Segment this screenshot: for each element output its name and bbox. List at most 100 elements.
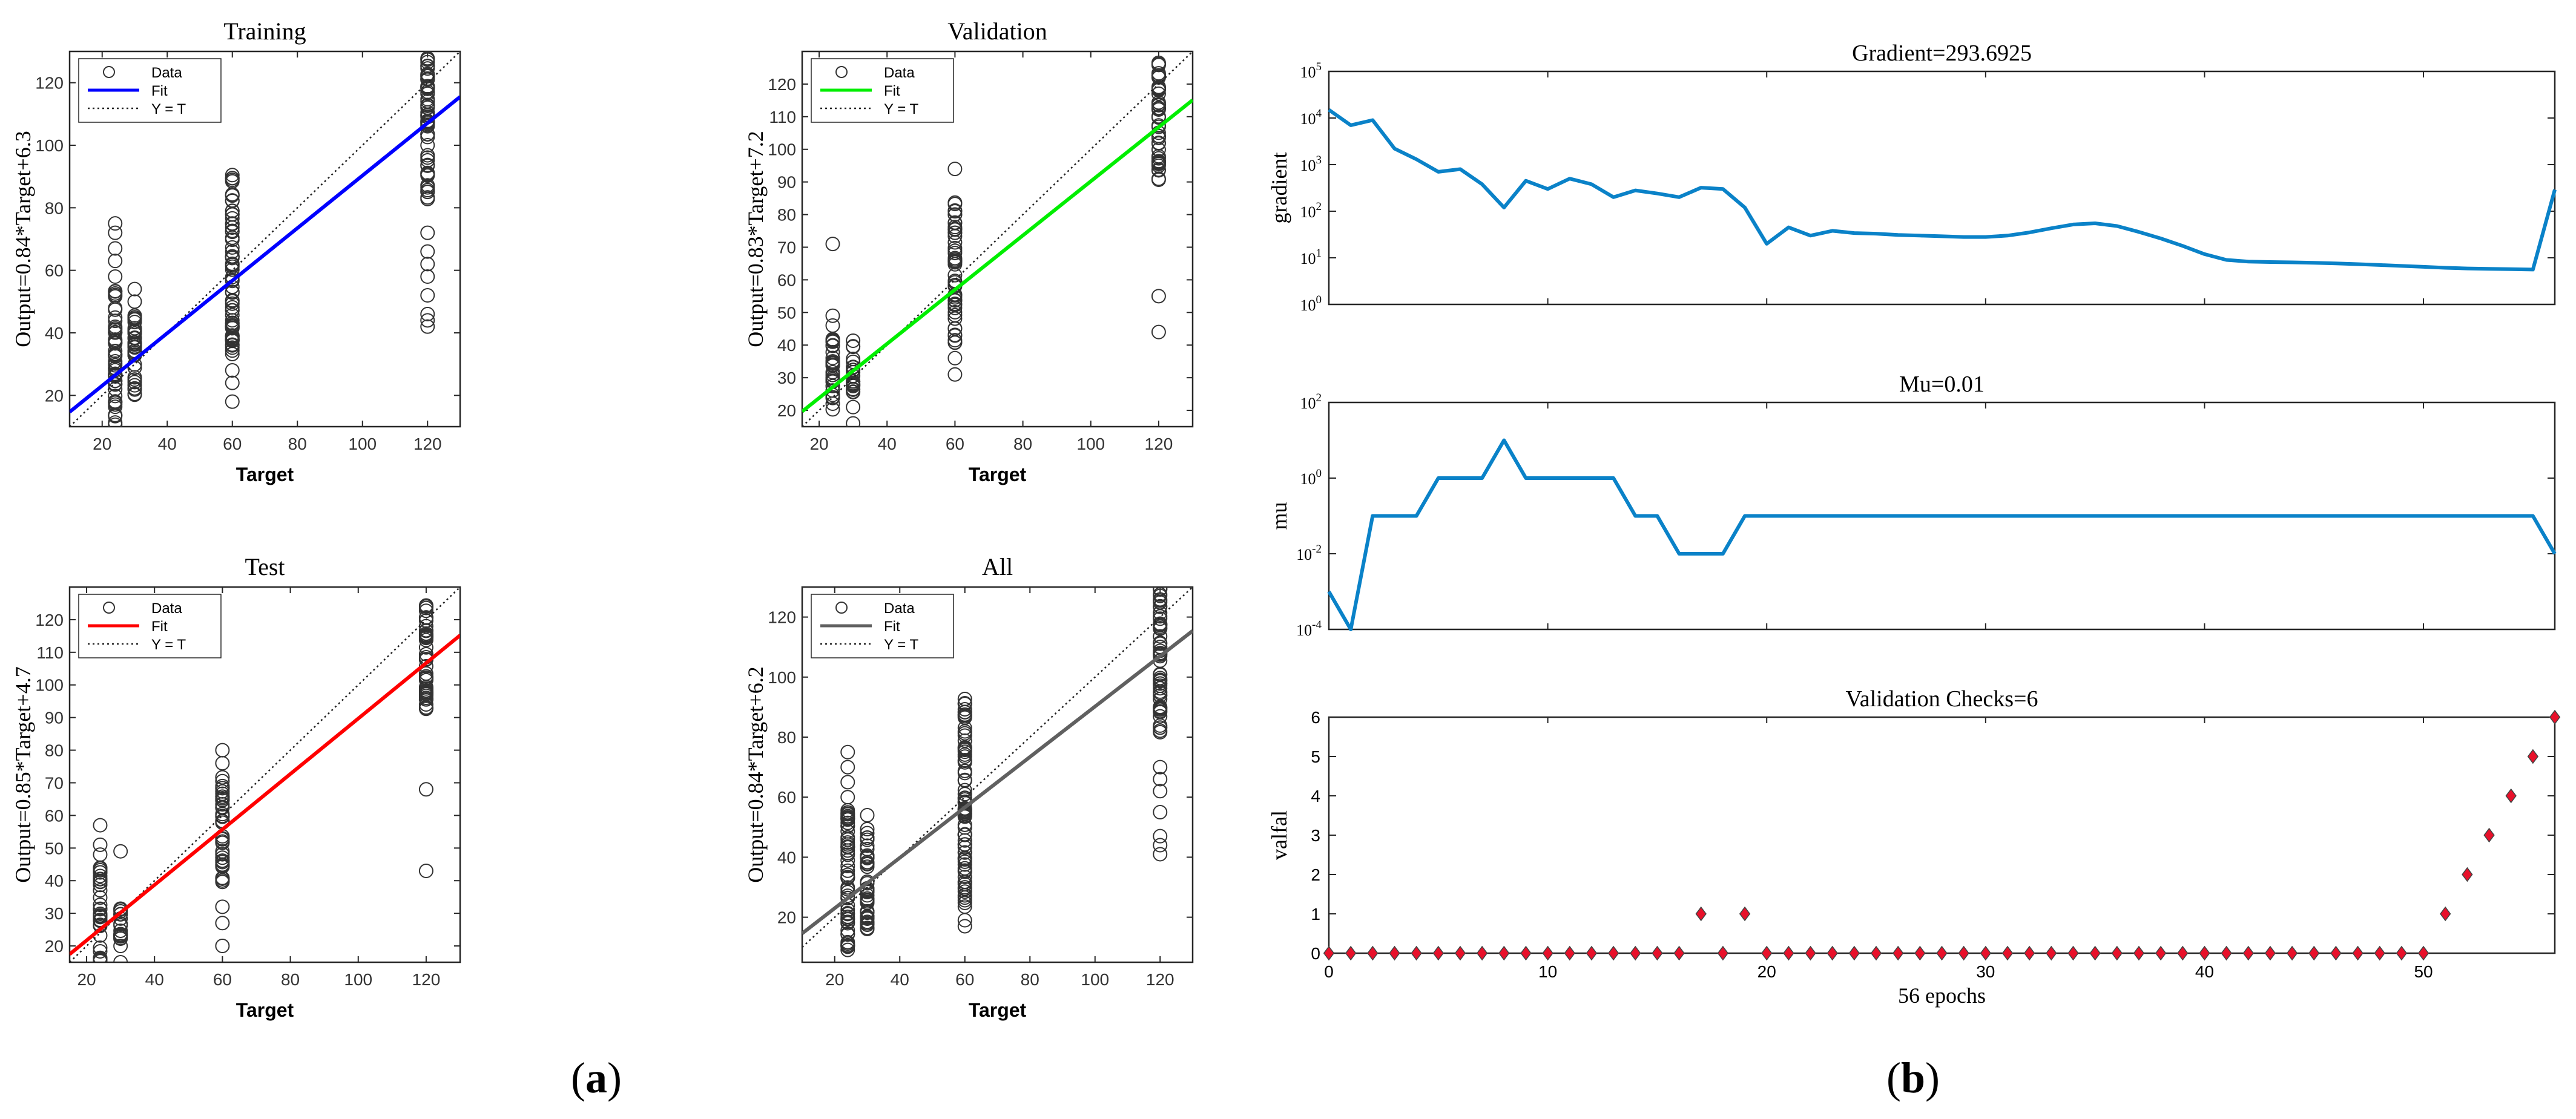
data-point bbox=[825, 357, 840, 372]
data-point bbox=[113, 939, 128, 954]
data-point bbox=[215, 770, 230, 785]
data-point bbox=[215, 847, 230, 862]
data-point bbox=[225, 217, 240, 232]
data-point bbox=[947, 297, 963, 312]
legend-yt-label: Y = T bbox=[884, 637, 918, 653]
y-tick-label: 1 bbox=[1311, 905, 1320, 924]
data-point bbox=[957, 845, 972, 860]
legend-yt-label: Y = T bbox=[151, 101, 186, 117]
data-point bbox=[93, 883, 108, 898]
data-point bbox=[947, 207, 963, 222]
data-point bbox=[1153, 838, 1168, 853]
x-tick-label: 40 bbox=[158, 435, 177, 453]
data-point bbox=[225, 375, 240, 390]
validation-check-marker bbox=[1607, 945, 1619, 961]
x-tick-label: 10 bbox=[1538, 962, 1557, 981]
data-point bbox=[846, 416, 861, 427]
data-point bbox=[947, 162, 963, 177]
data-point bbox=[840, 942, 855, 957]
legend-fit-label: Fit bbox=[884, 619, 900, 635]
x-tick-label: 0 bbox=[1324, 962, 1334, 981]
validation-check-marker bbox=[1980, 945, 1992, 961]
panel-b-label: (b) bbox=[1886, 1054, 1940, 1102]
x-tick-label: 100 bbox=[1081, 970, 1109, 989]
legend-data-label: Data bbox=[884, 65, 915, 81]
validation-check-marker bbox=[2067, 945, 2079, 961]
data-point bbox=[825, 318, 840, 333]
y-tick-label: 60 bbox=[777, 271, 796, 289]
validation-check-marker bbox=[2462, 867, 2473, 882]
legend: Data Fit Y = T bbox=[78, 58, 222, 123]
data-point bbox=[113, 907, 128, 922]
y-tick-label: 40 bbox=[777, 336, 796, 355]
plot-area bbox=[70, 51, 460, 427]
regression-chart-validation: Validation Target Output=0.83*Target+7.2 20… bbox=[743, 18, 1194, 485]
data-point bbox=[957, 743, 972, 758]
validation-check-marker bbox=[2440, 906, 2451, 922]
data-point bbox=[840, 847, 855, 862]
data-point bbox=[418, 692, 433, 707]
data-point bbox=[215, 899, 230, 914]
data-point bbox=[420, 225, 435, 240]
data-point bbox=[418, 603, 433, 619]
y-tick-label: 70 bbox=[45, 773, 64, 792]
y-tick-label: 100 bbox=[35, 676, 64, 695]
data-point bbox=[1153, 617, 1168, 632]
validation-check-marker bbox=[1783, 945, 1794, 961]
data-point bbox=[108, 216, 123, 231]
data-point bbox=[1153, 847, 1168, 862]
data-point bbox=[1151, 97, 1166, 112]
data-point bbox=[420, 244, 435, 259]
data-point bbox=[93, 943, 108, 959]
data-point bbox=[957, 704, 972, 720]
y-tick-label: 101 bbox=[1300, 247, 1322, 267]
data-point bbox=[957, 919, 972, 934]
validation-check-marker bbox=[1498, 945, 1510, 961]
chart-title: Gradient=293.6925 bbox=[1852, 41, 2032, 66]
data-point bbox=[225, 294, 240, 309]
data-point bbox=[947, 215, 963, 231]
legend-fit-label: Fit bbox=[884, 83, 900, 99]
data-point bbox=[1153, 709, 1168, 724]
chart-mu: Mu=0.01 mu 102 100 10-2 10-4 bbox=[1267, 372, 2557, 639]
y-axis-label: Output=0.83*Target+7.2 bbox=[743, 131, 768, 347]
data-point bbox=[1151, 149, 1166, 164]
plot-area bbox=[70, 587, 460, 962]
validation-check-marker bbox=[2221, 945, 2232, 961]
y-tick-label: 100 bbox=[1300, 467, 1322, 488]
data-point bbox=[420, 137, 435, 153]
data-point bbox=[840, 835, 855, 850]
data-point bbox=[860, 825, 875, 841]
y-tick-label: 102 bbox=[1300, 200, 1322, 221]
data-point bbox=[1151, 289, 1166, 304]
data-point bbox=[225, 363, 240, 378]
data-point bbox=[225, 320, 240, 335]
data-point bbox=[840, 914, 855, 930]
x-tick-label: 80 bbox=[1013, 435, 1032, 453]
data-point bbox=[93, 868, 108, 884]
validation-check-marker bbox=[1454, 945, 1466, 961]
data-point bbox=[1153, 587, 1168, 602]
data-point bbox=[860, 856, 875, 871]
legend: Data Fit Y = T bbox=[811, 58, 954, 123]
y-tick-label: 20 bbox=[45, 937, 64, 956]
x-tick-label: 20 bbox=[809, 435, 828, 453]
legend-yt-label: Y = T bbox=[151, 637, 186, 653]
data-point bbox=[1153, 640, 1168, 655]
validation-check-marker bbox=[2527, 749, 2539, 764]
data-point bbox=[113, 923, 128, 938]
validation-check-marker bbox=[2417, 945, 2429, 961]
validation-check-marker bbox=[1805, 945, 1816, 961]
y-tick-label: 2 bbox=[1311, 865, 1320, 884]
validation-check-marker bbox=[1761, 945, 1773, 961]
data-point bbox=[957, 772, 972, 787]
data-point bbox=[825, 350, 840, 366]
data-point bbox=[947, 333, 963, 348]
y-tick-label: 50 bbox=[45, 839, 64, 858]
data-point bbox=[1153, 672, 1168, 687]
data-point bbox=[957, 728, 972, 743]
x-axis-label: Target bbox=[236, 464, 294, 485]
data-point bbox=[127, 387, 142, 402]
data-point bbox=[93, 865, 108, 880]
y-tick-label: 40 bbox=[45, 871, 64, 890]
